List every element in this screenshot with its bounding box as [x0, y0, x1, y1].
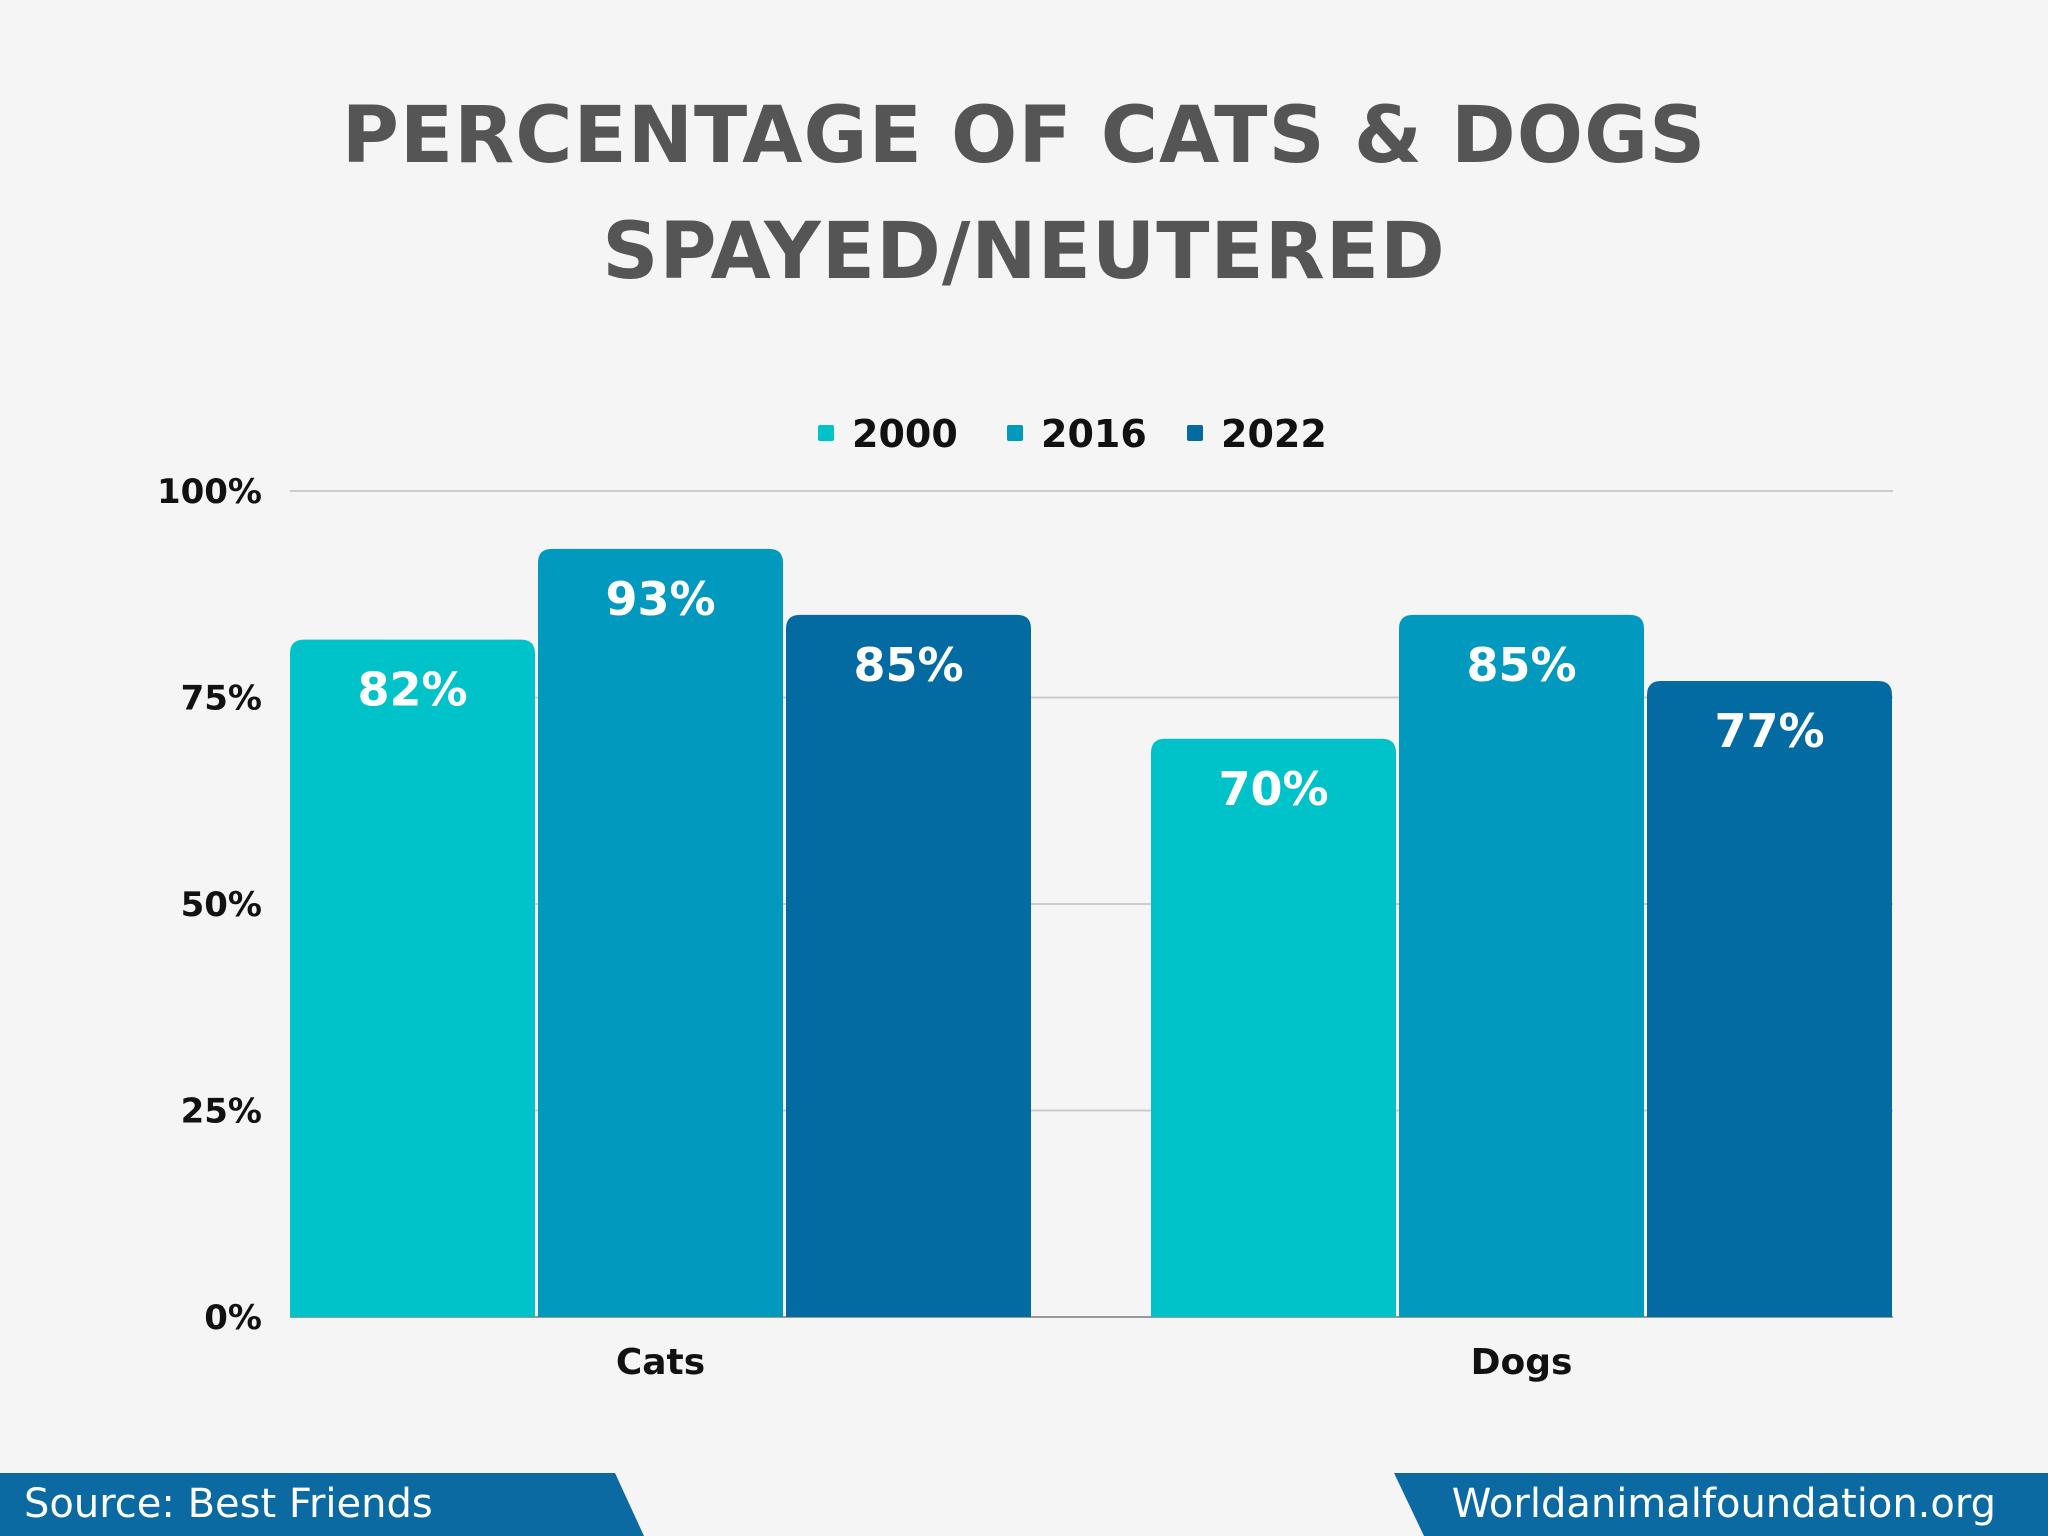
data-labels: 82% 93% 85% 70% 85% 77%: [357, 572, 1824, 816]
website-banner: Worldanimalfoundation.org: [1394, 1473, 2048, 1536]
x-tick-label: Dogs: [1471, 1342, 1573, 1383]
y-tick-label: 0%: [204, 1298, 262, 1338]
source-banner: Source: Best Friends: [0, 1473, 644, 1536]
data-label: 70%: [1218, 762, 1328, 816]
bar-dogs-2000: [1151, 738, 1396, 1317]
legend-label: 2016: [1041, 412, 1147, 456]
bar-dogs-2016: [1399, 614, 1644, 1317]
legend-swatch: [1007, 425, 1023, 441]
bar-cats-2000: [290, 639, 535, 1317]
x-axis: Cats Dogs: [616, 1342, 1573, 1383]
data-label: 77%: [1714, 704, 1824, 758]
data-label: 85%: [1466, 638, 1576, 692]
y-tick-label: 100%: [157, 472, 262, 512]
legend-swatch: [818, 425, 834, 441]
website-text: Worldanimalfoundation.org: [1451, 1481, 1996, 1527]
chart-title-line-2: SPAYED/NEUTERED: [602, 207, 1446, 297]
bar-cats-2016: [538, 548, 783, 1317]
bar-dogs-2022: [1647, 680, 1892, 1317]
legend-swatch: [1187, 425, 1203, 441]
y-tick-label: 25%: [181, 1092, 262, 1132]
legend: 2000 2016 2022: [818, 412, 1327, 456]
data-label: 82%: [357, 663, 467, 717]
source-text: Source: Best Friends: [24, 1481, 433, 1527]
y-axis: 0% 25% 50% 75% 100%: [157, 472, 262, 1338]
bar-cats-2022: [786, 614, 1031, 1317]
legend-label: 2000: [852, 412, 958, 456]
y-tick-label: 75%: [181, 679, 262, 719]
bars: [290, 548, 1892, 1317]
legend-label: 2022: [1221, 412, 1327, 456]
data-label: 85%: [853, 638, 963, 692]
data-label: 93%: [605, 572, 715, 626]
y-tick-label: 50%: [181, 885, 262, 925]
x-tick-label: Cats: [616, 1342, 705, 1383]
chart-title: PERCENTAGE OF CATS & DOGS SPAYED/NEUTERE…: [0, 78, 2048, 310]
chart-title-line-1: PERCENTAGE OF CATS & DOGS: [341, 91, 1707, 181]
